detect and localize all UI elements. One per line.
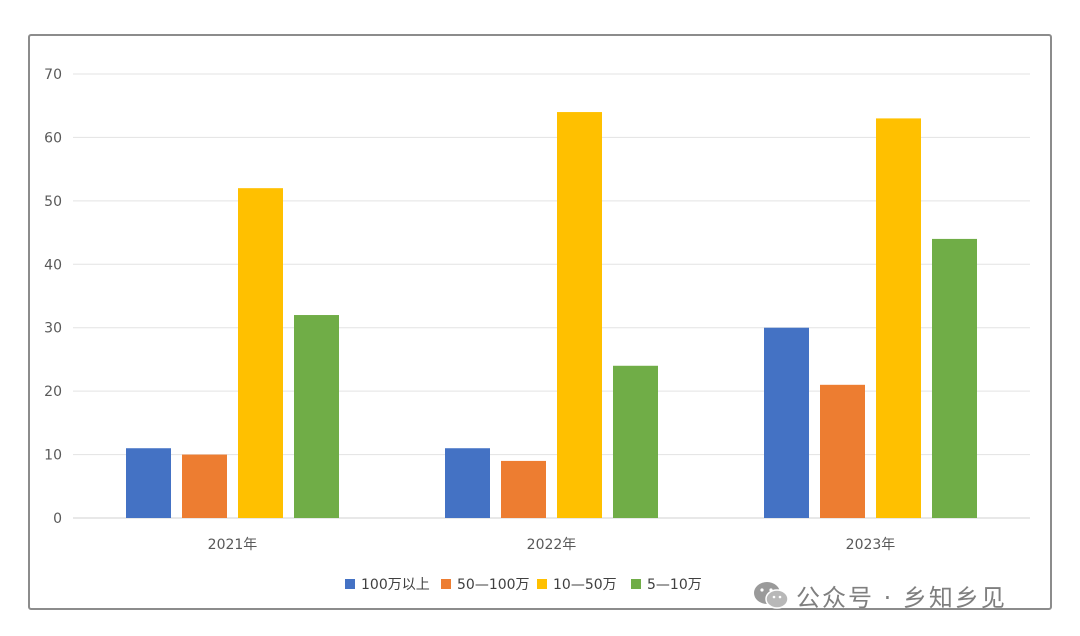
y-tick-label: 70 [44, 67, 62, 83]
bar [613, 365, 658, 518]
y-tick-label: 60 [44, 130, 62, 146]
legend-label: 5—10万 [647, 577, 702, 593]
bar [126, 448, 171, 518]
legend-swatch [537, 579, 547, 589]
bar [764, 327, 809, 518]
x-category-label: 2022年 [527, 537, 577, 553]
watermark: 公众号 · 乡知乡见 [752, 578, 1007, 612]
legend-item: 100万以上 [345, 577, 430, 593]
y-tick-label: 50 [44, 194, 62, 210]
bar [501, 460, 546, 518]
x-category-label: 2023年 [846, 537, 896, 553]
bar [445, 448, 490, 518]
bar [876, 118, 921, 519]
y-tick-label: 40 [44, 257, 62, 273]
bar [294, 315, 339, 518]
bar [820, 384, 865, 518]
bar [182, 454, 227, 518]
y-tick-label: 10 [44, 448, 62, 464]
bar [932, 238, 977, 518]
y-tick-label: 0 [53, 511, 62, 527]
y-tick-label: 30 [44, 321, 62, 337]
legend-label: 100万以上 [361, 577, 430, 593]
legend-item: 5—10万 [631, 577, 702, 593]
watermark-text: 公众号 · 乡知乡见 [796, 583, 1007, 612]
legend-swatch [345, 579, 355, 589]
legend-swatch [631, 579, 641, 589]
y-tick-label: 20 [44, 384, 62, 400]
legend: 100万以上 50—100万 10—50万 5—10万 [345, 577, 702, 593]
gridlines [73, 73, 1030, 519]
legend-item: 50—100万 [441, 577, 530, 593]
y-axis-ticks: 0 10 20 30 40 50 60 70 [44, 67, 62, 527]
bar [238, 188, 283, 518]
bar [557, 112, 602, 519]
legend-item: 10—50万 [537, 577, 617, 593]
wechat-icon [754, 582, 789, 609]
legend-swatch [441, 579, 451, 589]
x-axis-categories: 2021年 2022年 2023年 [208, 537, 896, 553]
legend-label: 10—50万 [553, 577, 617, 593]
bars [126, 112, 977, 519]
legend-label: 50—100万 [457, 577, 530, 593]
x-category-label: 2021年 [208, 537, 258, 553]
